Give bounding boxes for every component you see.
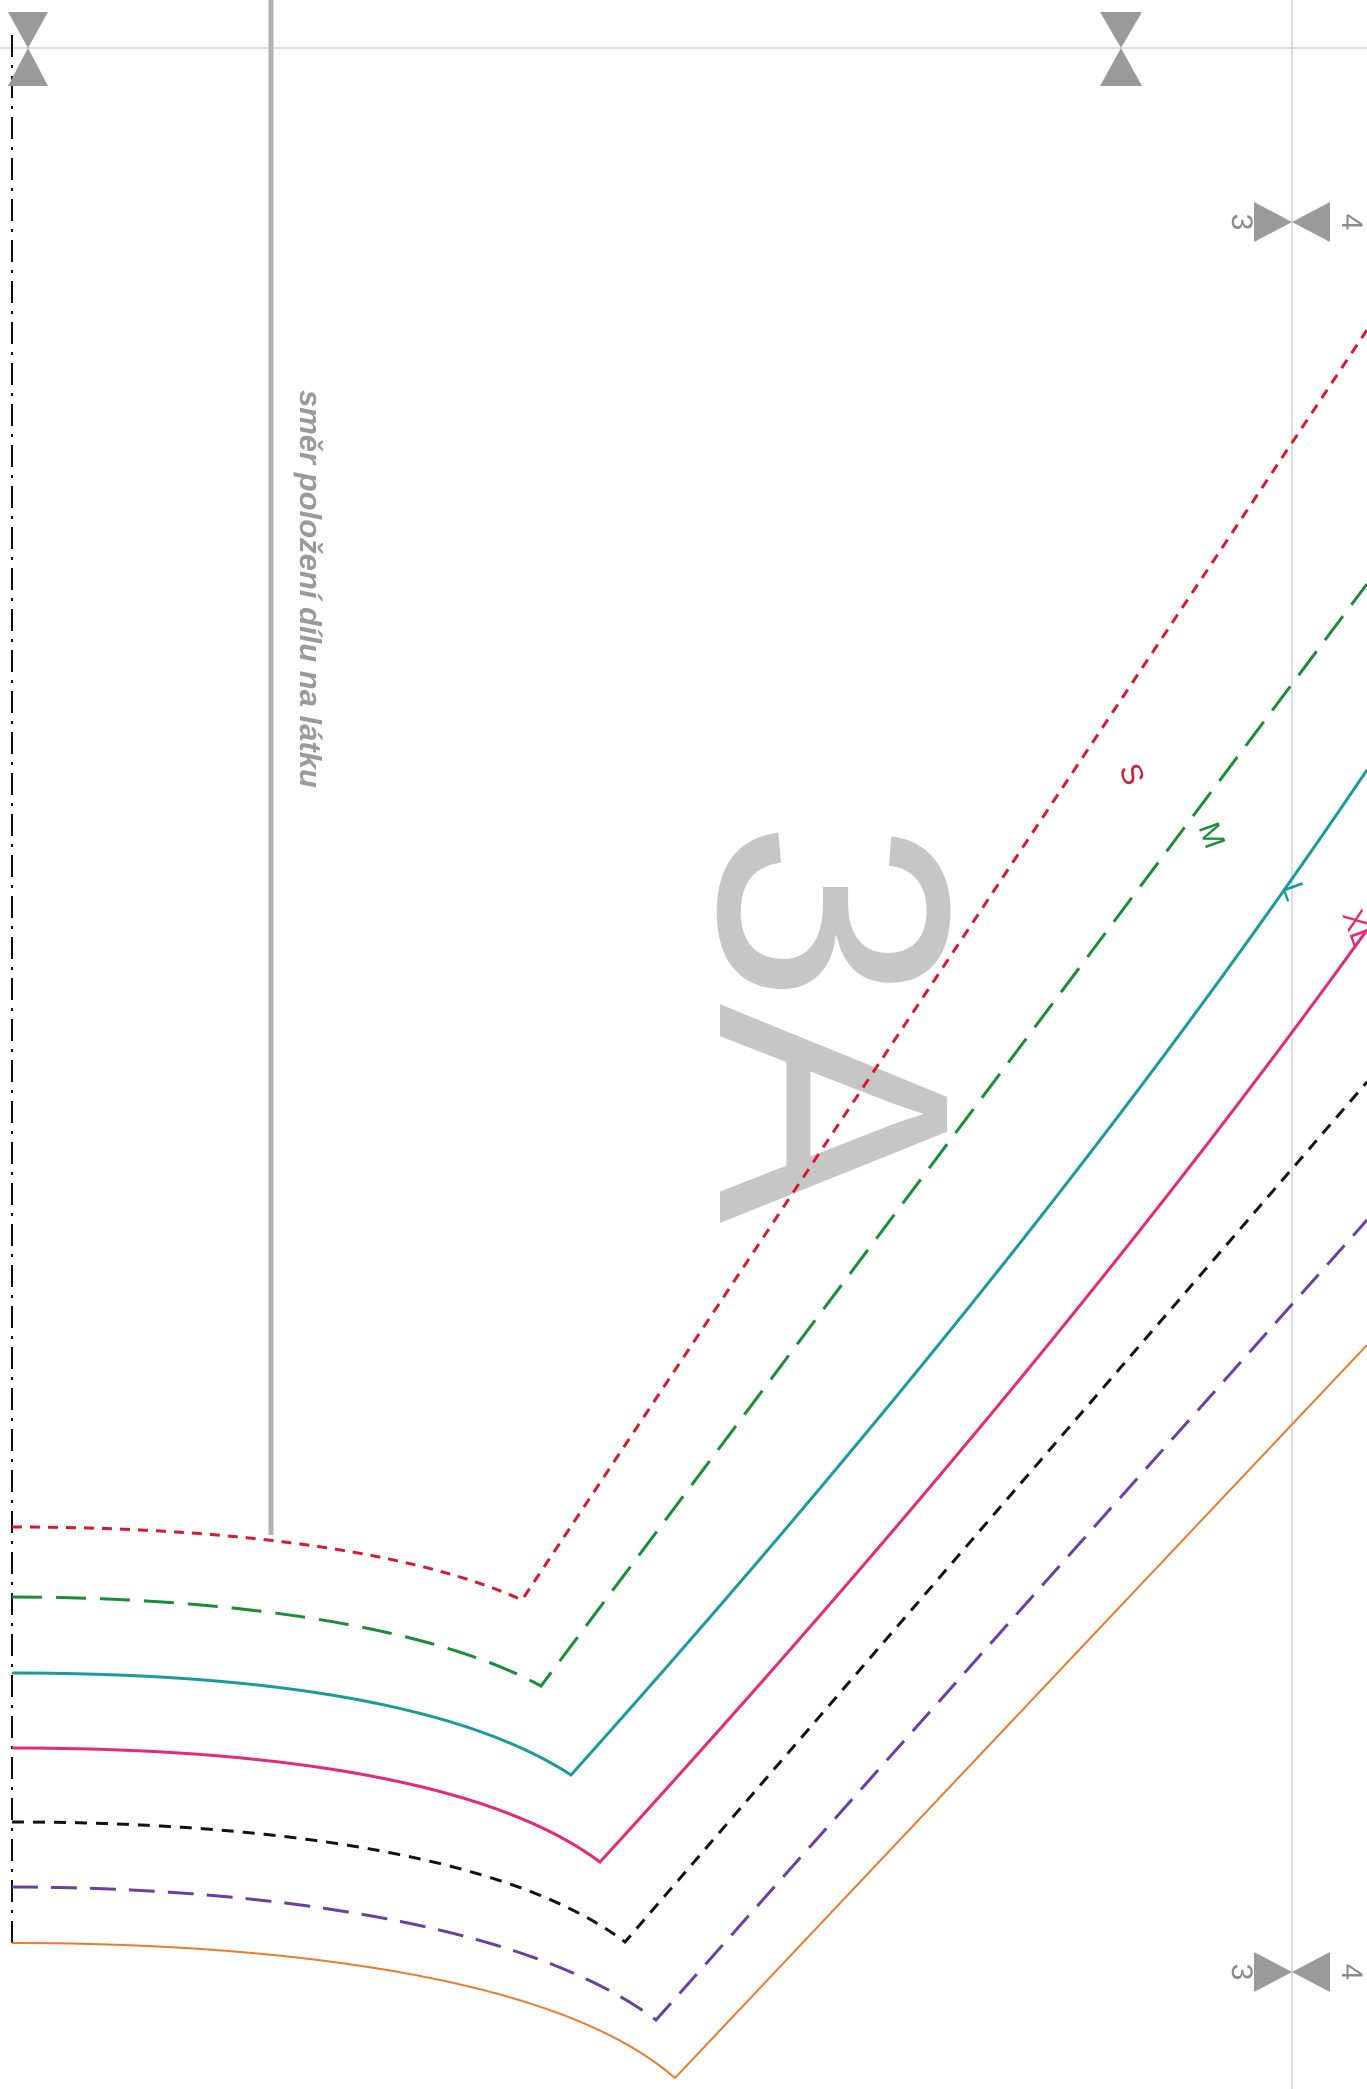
size-label-XL: XL [1335,905,1367,951]
size-line-orange [11,1344,1367,2080]
page-mark-3-top: 3 [1225,214,1258,231]
top-left-hourglass-icon [8,12,48,86]
size-line-XL [11,929,1367,1865]
page-match-marker-bottom: 3 4 [1225,1952,1367,1992]
size-label-L: L [1275,878,1312,905]
size-line-purple [11,1219,1367,2023]
grainline-label: směr položení dílu na látku [293,390,328,788]
top-right-hourglass-icon [1100,12,1142,86]
page-mark-3-bottom: 3 [1225,1964,1258,1981]
page-mark-4-bottom: 4 [1335,1964,1367,1981]
size-line-black [11,1081,1367,1945]
size-line-M [11,583,1367,1688]
size-line-L [11,769,1367,1777]
piece-label: 3A [650,820,1019,1225]
page-mark-4-top: 4 [1335,214,1367,231]
size-label-S: S [1113,759,1151,789]
size-label-M: M [1192,818,1232,853]
page-match-marker-top: 3 4 [1225,202,1367,242]
size-line-S [11,329,1367,1602]
